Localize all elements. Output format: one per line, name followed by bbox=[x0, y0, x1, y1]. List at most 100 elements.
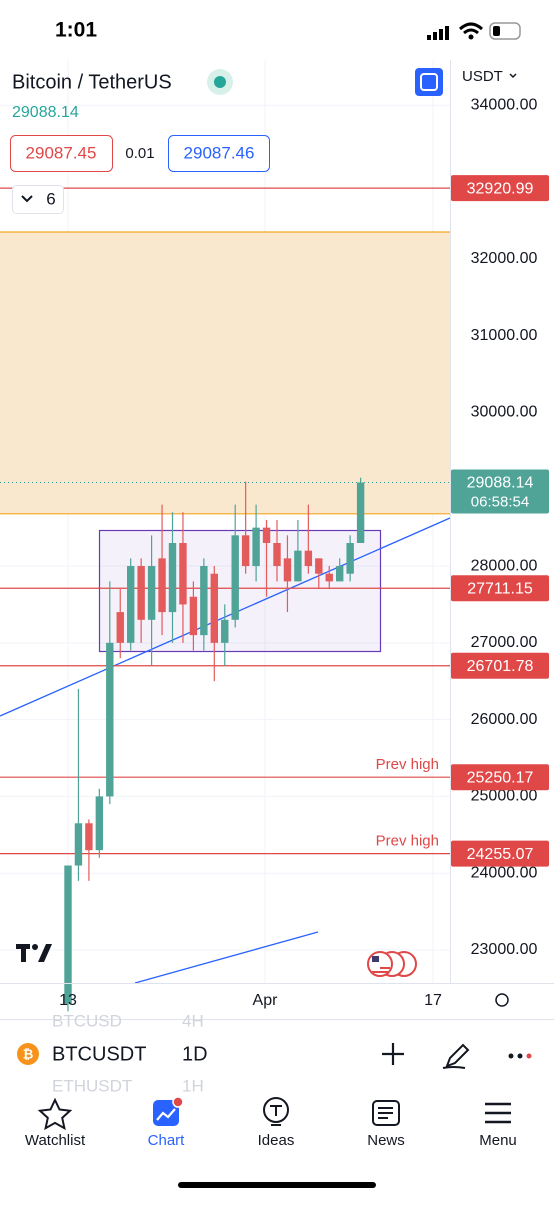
nav-item[interactable]: Chart bbox=[148, 1132, 186, 1149]
candle-body bbox=[137, 566, 145, 620]
candle-body bbox=[168, 543, 177, 613]
last-price-box bbox=[451, 469, 549, 514]
candle-body bbox=[252, 527, 260, 567]
price-label: 24255.07 bbox=[467, 846, 534, 863]
btc-icon bbox=[17, 1043, 39, 1065]
candle-body bbox=[283, 558, 292, 582]
candle-body bbox=[147, 566, 156, 620]
status-dot bbox=[214, 76, 226, 88]
symbol-prev: BTCUSD bbox=[52, 1011, 122, 1030]
currency-caret bbox=[509, 73, 517, 79]
candle-body bbox=[158, 558, 166, 613]
trend-line-lower bbox=[134, 931, 319, 984]
candle-body bbox=[85, 823, 93, 851]
y-tick-label: 28000.00 bbox=[471, 557, 538, 574]
fullscreen-button[interactable] bbox=[415, 68, 443, 96]
news-icon bbox=[372, 1100, 400, 1126]
wifi bbox=[458, 22, 484, 35]
bid: 29087.45 bbox=[26, 143, 97, 162]
candle-body bbox=[325, 573, 333, 582]
y-tick-label: 30000.00 bbox=[471, 404, 538, 421]
candle-body bbox=[210, 573, 218, 643]
flags bbox=[367, 951, 417, 977]
ask: 29087.46 bbox=[184, 143, 255, 162]
price-label: 25250.17 bbox=[467, 769, 534, 786]
watchlist-icon bbox=[37, 1097, 73, 1131]
currency[interactable]: USDT bbox=[462, 68, 503, 85]
range-box bbox=[98, 529, 382, 653]
nav-item[interactable]: Menu bbox=[479, 1132, 517, 1149]
candle-body bbox=[231, 535, 239, 620]
toggle-caret bbox=[21, 195, 33, 203]
buy-button[interactable] bbox=[168, 135, 270, 172]
countdown: 06:58:54 bbox=[471, 493, 529, 510]
menu-icon bbox=[485, 1102, 511, 1124]
candle-body bbox=[262, 527, 271, 544]
ideas-icon bbox=[263, 1097, 289, 1123]
add-button[interactable] bbox=[382, 1043, 404, 1065]
price-label: 26701.78 bbox=[467, 658, 534, 675]
candle-body bbox=[346, 543, 354, 574]
tv-logo bbox=[16, 944, 52, 962]
symbol-next: ETHUSDT bbox=[52, 1076, 132, 1095]
last-price-label: 29088.14 bbox=[467, 475, 534, 492]
symbol-title: Bitcoin / TetherUS bbox=[12, 71, 172, 93]
candle-body bbox=[221, 619, 229, 643]
home-indicator bbox=[178, 1182, 376, 1188]
interval-next: 1H bbox=[182, 1076, 204, 1095]
candle-body bbox=[127, 566, 135, 643]
indicators-toggle[interactable] bbox=[12, 185, 64, 214]
y-tick-label: 27000.00 bbox=[471, 634, 538, 651]
y-tick-label: 25000.00 bbox=[471, 788, 538, 805]
y-tick-label: 31000.00 bbox=[471, 327, 538, 344]
zone bbox=[0, 232, 450, 514]
nav-item[interactable]: Ideas bbox=[258, 1132, 295, 1149]
chart-badge bbox=[172, 1096, 184, 1108]
price-label-box bbox=[451, 840, 549, 867]
candle-body bbox=[64, 865, 72, 1004]
x-tick-label: 17 bbox=[424, 992, 442, 1009]
indicator-count: 6 bbox=[46, 189, 55, 208]
battery bbox=[489, 22, 521, 40]
candle-body bbox=[106, 642, 114, 797]
more-button[interactable] bbox=[508, 1053, 532, 1059]
price-label-box bbox=[451, 575, 549, 602]
candle-body bbox=[315, 558, 323, 574]
candle-body bbox=[116, 612, 124, 643]
chart-icon bbox=[153, 1100, 179, 1126]
interval-prev: 4H bbox=[182, 1011, 204, 1030]
candle-body bbox=[200, 566, 208, 636]
candle-body bbox=[74, 823, 83, 866]
candle-body bbox=[356, 482, 365, 544]
price-label-box bbox=[451, 652, 549, 679]
y-tick-label: 26000.00 bbox=[471, 711, 538, 728]
interval[interactable]: 1D bbox=[182, 1043, 208, 1065]
last-price: 29088.14 bbox=[12, 104, 79, 121]
sell-button[interactable] bbox=[10, 135, 113, 172]
candle-body bbox=[304, 550, 313, 567]
btc-icon-glyph: ₿ bbox=[23, 1046, 34, 1061]
plot: Prev high Prev high 34000.00 32000.00 31000.… bbox=[0, 60, 549, 1012]
x-tick-label: Apr bbox=[253, 992, 279, 1009]
price-label-box bbox=[451, 764, 549, 791]
signal bbox=[427, 26, 449, 40]
candle-body bbox=[241, 535, 250, 567]
nav: Watchlist Chart Ideas News Menu bbox=[25, 1132, 517, 1149]
wifi-dot bbox=[468, 34, 474, 40]
nav-item[interactable]: Watchlist bbox=[25, 1132, 86, 1149]
nav-item[interactable]: News bbox=[367, 1132, 405, 1149]
draw-button[interactable] bbox=[442, 1043, 470, 1069]
ideas-icon-detail bbox=[270, 1105, 282, 1126]
settings-icon[interactable] bbox=[495, 993, 509, 1007]
candle-body bbox=[294, 550, 302, 582]
price-line-note: Prev high bbox=[376, 833, 439, 850]
candle-body bbox=[273, 543, 281, 567]
candle-body bbox=[336, 566, 344, 582]
fullscreen-icon bbox=[420, 73, 438, 91]
spread: 0.01 bbox=[125, 145, 154, 162]
candle-body bbox=[95, 796, 104, 851]
symbol[interactable]: BTCUSDT bbox=[52, 1043, 146, 1065]
y-tick-label: 32000.00 bbox=[471, 250, 538, 267]
